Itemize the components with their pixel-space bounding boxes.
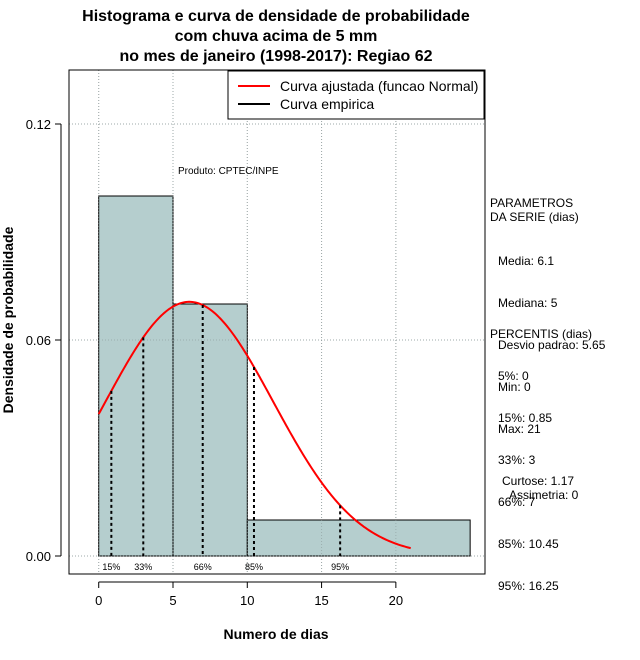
- percentil-33: 33%: 3: [498, 453, 536, 467]
- title-line: Histograma e curva de densidade de proba…: [82, 8, 470, 25]
- title-line: no mes de janeiro (1998-2017): Regiao 62: [119, 48, 432, 65]
- legend-box: [227, 70, 485, 120]
- histogram-bar: [172, 303, 248, 557]
- plot-frame: [68, 69, 486, 575]
- y-tick-label: 0.06: [26, 333, 51, 348]
- parametro-mediana: Mediana: 5: [498, 296, 558, 310]
- legend-label-empirica: Curva empirica: [280, 96, 374, 112]
- percentil-66: 66%: 7: [498, 495, 536, 509]
- x-tick-label: 15: [314, 593, 328, 608]
- parametro-desvio: Desvio padrao: 5.65: [498, 338, 606, 352]
- parametro-media: Media: 6.1: [498, 254, 555, 268]
- percentile-label: 66%: [194, 562, 212, 572]
- annotation-produto: Produto: CPTEC/INPE: [178, 166, 279, 177]
- percentil-85: 85%: 10.45: [498, 537, 559, 551]
- curtose: Curtose: 1.17: [502, 474, 575, 488]
- histogram-bar: [246, 519, 471, 557]
- percentile-label: 15%: [102, 562, 120, 572]
- legend: Curva ajustada (funcao Normal) Curva emp…: [227, 70, 485, 120]
- x-axis-label: Numero de dias: [223, 626, 328, 642]
- percentile-label: 95%: [331, 562, 349, 572]
- legend-label-fit: Curva ajustada (funcao Normal): [280, 78, 478, 94]
- histogram-bars: [69, 70, 485, 574]
- parametro-min: Min: 0: [498, 380, 531, 394]
- axes: 0 5 10 15 20 0.00 0.06 0.12: [26, 117, 403, 608]
- x-tick-label: 20: [389, 593, 403, 608]
- assimetria: Assimetria: 0: [509, 488, 579, 502]
- percentis-list: 5%: 0 15%: 0.85 33%: 3 66%: 7 85%: 10.45…: [498, 341, 559, 607]
- x-tick-label: 0: [95, 593, 102, 608]
- percentile-label: 33%: [134, 562, 152, 572]
- chart-title: Histograma e curva de densidade de proba…: [82, 8, 470, 65]
- x-tick-label: 5: [169, 593, 176, 608]
- percentile-markers: 15% 33% 66% 85% 95%: [102, 305, 349, 572]
- y-tick-label: 0.00: [26, 549, 51, 564]
- percentil-95: 95%: 16.25: [498, 579, 559, 593]
- y-axis-label: Densidade de probabilidade: [0, 226, 16, 413]
- y-tick-label: 0.12: [26, 117, 51, 132]
- percentis-title: PERCENTIS (dias): [490, 327, 593, 341]
- x-tick-label: 10: [240, 593, 254, 608]
- parametros-list: Media: 6.1 Mediana: 5 Desvio padrao: 5.6…: [498, 226, 605, 450]
- parametro-max: Max: 21: [498, 422, 541, 436]
- percentil-15: 15%: 0.85: [498, 411, 553, 425]
- percentile-label: 85%: [245, 562, 263, 572]
- histogram-bar: [98, 195, 174, 557]
- parametros-title: PARAMETROS DA SERIE (dias): [490, 196, 579, 224]
- title-line: com chuva acima de 5 mm: [175, 28, 378, 45]
- percentil-5: 5%: 0: [498, 369, 529, 383]
